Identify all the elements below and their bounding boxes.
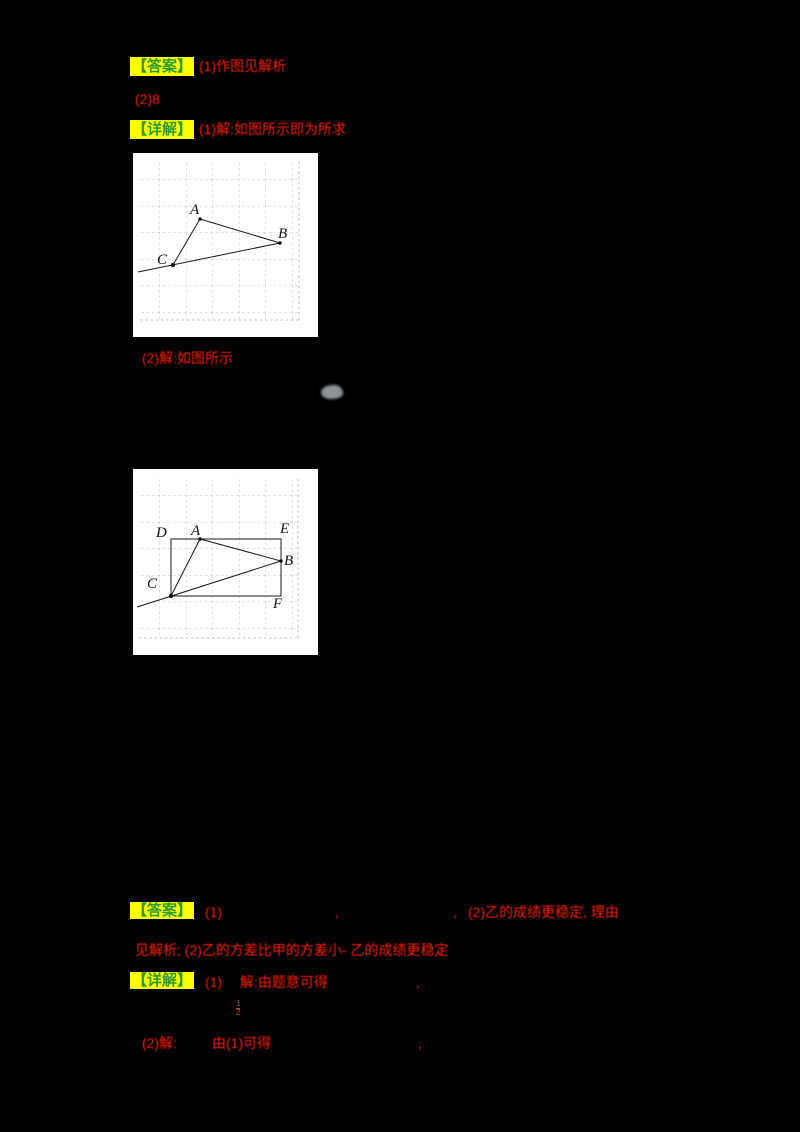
answer-2-part2: , xyxy=(453,904,457,920)
vertex-a-dot xyxy=(198,537,202,541)
figure-1-svg: A B C xyxy=(137,161,300,321)
fig1-label-c: C xyxy=(157,252,168,268)
fig2-label-a: A xyxy=(190,523,201,539)
fig2-label-d: D xyxy=(155,525,167,541)
detail-2-label-wrap: 【详解】 xyxy=(130,971,195,990)
answer-2-label-wrap: 【答案】 xyxy=(130,901,195,920)
fig1-label-b: B xyxy=(278,226,287,242)
smudge-artifact xyxy=(321,385,343,399)
answer-1-label: 【答案】 xyxy=(130,57,195,76)
detail-1-label: 【详解】 xyxy=(130,120,195,139)
figure-grid-rectangle: D A E B C F xyxy=(133,469,318,655)
detail-2-step2-part1: 由(1)可得 xyxy=(212,1035,272,1051)
answer-2-label: 【答案】 xyxy=(130,902,195,919)
detail-2-part1: 解:由题意可得 xyxy=(240,974,328,990)
answer-2-part1: , xyxy=(335,904,339,920)
rectangle-def xyxy=(170,538,282,597)
detail-2-part0: (1) xyxy=(205,974,223,990)
triangle-abc xyxy=(137,218,281,273)
inline-fraction: 1 2 xyxy=(236,999,241,1017)
fig2-label-b: B xyxy=(284,553,293,569)
answer-2-part3: (2)乙的成绩更稳定, 理由 xyxy=(468,904,619,920)
fig1-label-a: A xyxy=(189,202,200,218)
fig2-label-f: F xyxy=(272,596,283,612)
answer-1-line2: (2)8 xyxy=(135,91,160,107)
vertex-c-dot xyxy=(168,593,174,599)
detail-2-step2-part2: , xyxy=(418,1035,422,1051)
answer-1-row: 【答案】 (1)作图见解析 xyxy=(130,57,286,76)
detail-1-step2: (2)解:如图所示 xyxy=(142,350,233,366)
grid-pattern xyxy=(140,161,299,320)
fraction-numerator: 1 xyxy=(236,999,241,1008)
fig2-label-e: E xyxy=(279,521,289,537)
vertex-b-dot xyxy=(278,241,282,245)
vertex-b-dot xyxy=(279,559,283,563)
detail-2-part2: , xyxy=(416,974,420,990)
vertex-a-dot xyxy=(198,217,202,221)
fig2-label-c: C xyxy=(147,576,158,592)
fraction-denominator: 2 xyxy=(236,1008,241,1017)
detail-1-step1: (1)解:如图所示即为所求 xyxy=(199,121,347,137)
triangle-abc xyxy=(136,538,283,608)
answer-2-part0: (1) xyxy=(205,904,223,920)
grid-pattern xyxy=(139,479,298,638)
answer-1-text: (1)作图见解析 xyxy=(199,58,287,74)
figure-2-svg: D A E B C F xyxy=(136,479,299,639)
vertex-c-dot xyxy=(170,262,176,268)
answer-2-line2: 见解析; (2)乙的方差比甲的方差小- 乙的成绩更稳定 xyxy=(135,942,449,958)
detail-2-label: 【详解】 xyxy=(130,972,195,989)
detail-2-step2-part0: (2)解: xyxy=(142,1035,177,1051)
detail-1-row: 【详解】 (1)解:如图所示即为所求 xyxy=(130,120,346,139)
figure-grid-triangle: A B C xyxy=(133,153,318,337)
